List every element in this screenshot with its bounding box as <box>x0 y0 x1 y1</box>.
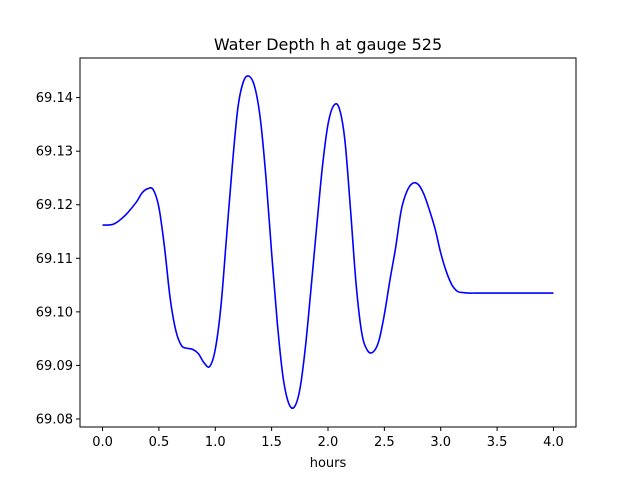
chart-title: Water Depth h at gauge 525 <box>214 35 442 54</box>
plot-area <box>102 75 554 409</box>
y-tick-label: 69.08 <box>36 412 73 427</box>
x-axis: 0.0 0.5 1.0 1.5 2.0 2.5 3.0 3.5 4.0 <box>92 427 564 450</box>
x-tick-label: 1.5 <box>261 435 282 450</box>
x-axis-label: hours <box>310 456 347 471</box>
y-tick-label: 69.13 <box>36 145 73 160</box>
x-tick-label: 2.0 <box>318 435 339 450</box>
x-tick-label: 0.0 <box>92 435 113 450</box>
y-tick-label: 69.09 <box>36 359 73 374</box>
y-tick-label: 69.12 <box>36 198 73 213</box>
y-tick-label: 69.10 <box>36 305 73 320</box>
series-line <box>102 75 554 409</box>
y-axis: 69.08 69.09 69.10 69.11 69.12 69.13 69.14 <box>36 91 80 427</box>
x-tick-label: 0.5 <box>149 435 170 450</box>
y-tick-label: 69.11 <box>36 252 73 267</box>
x-tick-label: 4.0 <box>543 435 564 450</box>
y-tick-label: 69.14 <box>36 91 73 106</box>
x-tick-label: 3.5 <box>487 435 508 450</box>
x-tick-label: 1.0 <box>205 435 226 450</box>
x-tick-label: 3.0 <box>430 435 451 450</box>
x-tick-label: 2.5 <box>374 435 395 450</box>
